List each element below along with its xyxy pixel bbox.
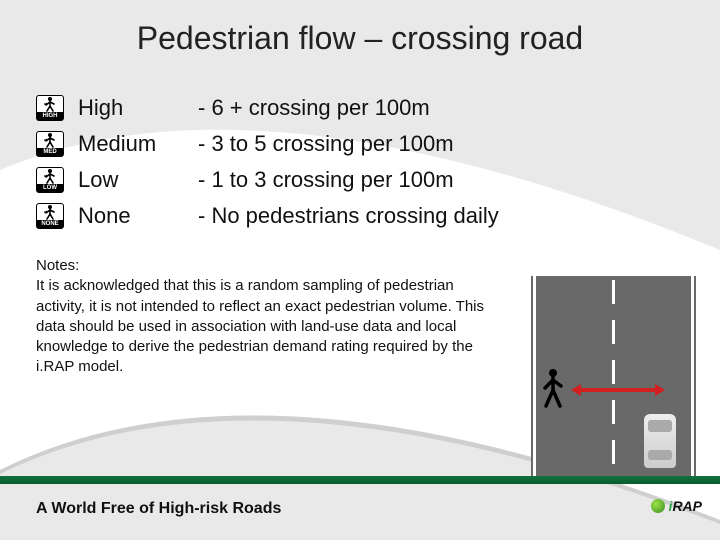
flow-icon-label: MED — [37, 148, 63, 156]
flow-icon-label: LOW — [37, 184, 63, 192]
logo-text: iRAP — [669, 498, 702, 514]
flow-level-list: HIGH High- 6 + crossing per 100m MED Medium… — [36, 90, 499, 234]
lane-center-dash — [612, 360, 615, 384]
irap-logo: iRAP — [651, 498, 702, 514]
logo-globe-icon — [651, 499, 665, 513]
flow-level-name: None — [78, 203, 198, 229]
flow-level-icon: LOW — [36, 167, 64, 193]
flow-icon-label: HIGH — [37, 112, 63, 120]
flow-row: LOW Low- 1 to 3 crossing per 100m — [36, 162, 499, 198]
flow-level-description: - No pedestrians crossing daily — [198, 203, 499, 229]
flow-icon-label: NONE — [37, 220, 63, 228]
flow-level-icon: HIGH — [36, 95, 64, 121]
crossing-arrow-icon — [571, 382, 665, 398]
footer-tagline: A World Free of High-risk Roads — [36, 500, 281, 518]
road-crossing-image — [531, 276, 696, 476]
flow-level-description: - 3 to 5 crossing per 100m — [198, 131, 454, 157]
footer-accent-band — [0, 476, 720, 484]
flow-row: MED Medium- 3 to 5 crossing per 100m — [36, 126, 499, 162]
lane-edge-left — [533, 276, 536, 476]
flow-level-description: - 1 to 3 crossing per 100m — [198, 167, 454, 193]
lane-edge-right — [691, 276, 694, 476]
flow-level-icon: MED — [36, 131, 64, 157]
flow-row: NONE None- No pedestrians crossing daily — [36, 198, 499, 234]
pedestrian-icon — [539, 368, 569, 408]
car-icon — [644, 414, 676, 468]
lane-center-dash — [612, 320, 615, 344]
lane-center-dash — [612, 440, 615, 464]
flow-level-name: High — [78, 95, 198, 121]
notes-body: It is acknowledged that this is a random… — [36, 276, 506, 377]
flow-level-name: Low — [78, 167, 198, 193]
lane-center-dash — [612, 280, 615, 304]
page-title: Pedestrian flow – crossing road — [0, 20, 720, 57]
lane-center-dash — [612, 400, 615, 424]
notes-heading: Notes: — [36, 256, 506, 276]
flow-level-icon: NONE — [36, 203, 64, 229]
flow-level-name: Medium — [78, 131, 198, 157]
flow-row: HIGH High- 6 + crossing per 100m — [36, 90, 499, 126]
flow-level-description: - 6 + crossing per 100m — [198, 95, 430, 121]
notes-block: Notes: It is acknowledged that this is a… — [36, 256, 506, 378]
